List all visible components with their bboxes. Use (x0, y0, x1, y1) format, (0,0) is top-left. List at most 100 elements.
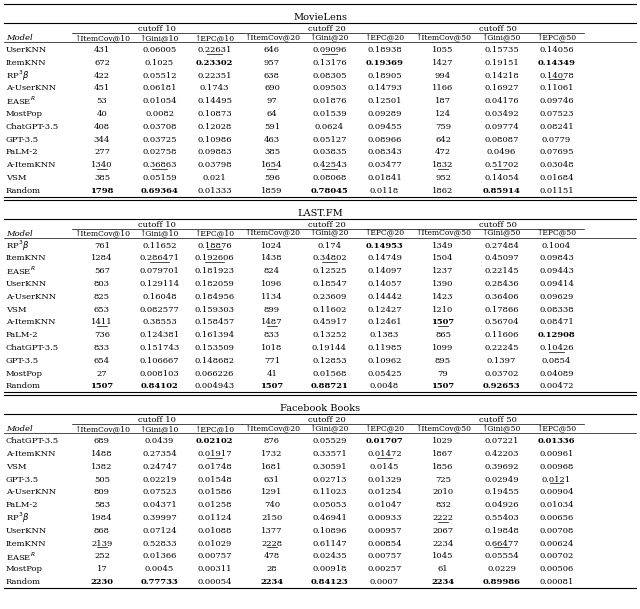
Text: 0.00961: 0.00961 (540, 450, 573, 458)
Text: 1166: 1166 (433, 85, 454, 93)
Text: 0.28436: 0.28436 (484, 280, 519, 288)
Text: 0.07695: 0.07695 (540, 149, 573, 157)
Text: cutoff 50: cutoff 50 (479, 220, 517, 228)
Text: 1018: 1018 (261, 344, 283, 352)
Text: 0.01366: 0.01366 (142, 552, 177, 560)
Text: 0.61147: 0.61147 (312, 540, 347, 547)
Text: ItemKNN: ItemKNN (6, 59, 47, 67)
Text: 0.05127: 0.05127 (312, 136, 347, 144)
Text: 0.12461: 0.12461 (367, 319, 402, 326)
Text: 0.23609: 0.23609 (312, 293, 347, 301)
Text: UserKNN: UserKNN (6, 46, 47, 54)
Text: 0.14054: 0.14054 (484, 174, 519, 182)
Text: 0.39997: 0.39997 (142, 514, 177, 522)
Text: 0.45097: 0.45097 (484, 255, 519, 262)
Text: ↑EPC@10: ↑EPC@10 (195, 230, 235, 238)
Text: 1377: 1377 (261, 527, 283, 535)
Text: 463: 463 (264, 136, 280, 144)
Text: 824: 824 (264, 267, 280, 275)
Text: 0.00472: 0.00472 (540, 382, 573, 390)
Text: 899: 899 (264, 306, 280, 314)
Text: MostPop: MostPop (6, 370, 43, 378)
Text: 0.66477: 0.66477 (484, 540, 519, 547)
Text: 638: 638 (264, 72, 280, 80)
Text: PaLM-2: PaLM-2 (6, 149, 38, 157)
Text: 0.02713: 0.02713 (312, 476, 347, 484)
Text: Random: Random (6, 187, 41, 195)
Text: 2067: 2067 (433, 527, 454, 535)
Text: 0.69364: 0.69364 (141, 187, 179, 195)
Text: 690: 690 (264, 85, 280, 93)
Text: 0.01151: 0.01151 (539, 187, 574, 195)
Text: 689: 689 (94, 437, 110, 445)
Text: 725: 725 (435, 476, 451, 484)
Text: 1654: 1654 (261, 161, 283, 169)
Text: 0.02102: 0.02102 (196, 437, 233, 445)
Text: 0.1743: 0.1743 (200, 85, 229, 93)
Text: 0.159303: 0.159303 (195, 306, 234, 314)
Text: 0.19455: 0.19455 (484, 488, 519, 496)
Text: 1867: 1867 (432, 450, 454, 458)
Text: ↑ItemCov@20: ↑ItemCov@20 (244, 425, 300, 433)
Text: LAST.FM: LAST.FM (297, 209, 343, 217)
Text: 0.56704: 0.56704 (484, 319, 519, 326)
Text: 0.14953: 0.14953 (365, 242, 403, 250)
Text: 0.00968: 0.00968 (540, 463, 573, 471)
Text: 0.01707: 0.01707 (365, 437, 403, 445)
Text: 0.77733: 0.77733 (141, 578, 179, 586)
Text: 0.129114: 0.129114 (140, 280, 180, 288)
Text: 0.04176: 0.04176 (484, 97, 519, 105)
Text: 17: 17 (97, 565, 108, 573)
Text: 1390: 1390 (432, 280, 454, 288)
Text: ↑EPC@50: ↑EPC@50 (536, 230, 577, 238)
Text: 0.55403: 0.55403 (484, 514, 519, 522)
Text: GPT-3.5: GPT-3.5 (6, 476, 39, 484)
Text: 0.0439: 0.0439 (145, 437, 174, 445)
Text: 0.148682: 0.148682 (195, 357, 234, 365)
Text: 0.22145: 0.22145 (484, 267, 519, 275)
Text: 0.39692: 0.39692 (484, 463, 519, 471)
Text: 408: 408 (94, 123, 110, 131)
Text: ↑EPC@20: ↑EPC@20 (364, 230, 404, 238)
Text: 431: 431 (94, 46, 110, 54)
Text: 0.36863: 0.36863 (142, 161, 177, 169)
Text: 0.06005: 0.06005 (142, 46, 177, 54)
Text: A-UserKNN: A-UserKNN (6, 488, 56, 496)
Text: 0.18547: 0.18547 (312, 280, 347, 288)
Text: RP$^3\beta$: RP$^3\beta$ (6, 68, 29, 83)
Text: 1291: 1291 (261, 488, 283, 496)
Text: 0.0007: 0.0007 (370, 578, 399, 586)
Text: ↑ItemCov@10: ↑ItemCov@10 (74, 425, 130, 433)
Text: 0.18905: 0.18905 (367, 72, 402, 80)
Text: 2234: 2234 (431, 578, 454, 586)
Text: ↑EPC@20: ↑EPC@20 (364, 425, 404, 433)
Text: cutoff 50: cutoff 50 (479, 416, 517, 424)
Text: 868: 868 (94, 527, 110, 535)
Text: 0.00054: 0.00054 (197, 578, 232, 586)
Text: 0.11061: 0.11061 (540, 85, 573, 93)
Text: 0.00918: 0.00918 (312, 565, 347, 573)
Text: UserKNN: UserKNN (6, 527, 47, 535)
Text: 1096: 1096 (261, 280, 283, 288)
Text: ↑Gini@10: ↑Gini@10 (140, 425, 179, 433)
Text: ↑ItemCov@10: ↑ItemCov@10 (74, 230, 130, 238)
Text: 0.08471: 0.08471 (539, 319, 574, 326)
Text: 97: 97 (267, 97, 277, 105)
Text: 2010: 2010 (433, 488, 454, 496)
Text: 252: 252 (94, 552, 110, 560)
Text: 0.09774: 0.09774 (484, 123, 519, 131)
Text: 0.03477: 0.03477 (367, 161, 402, 169)
Text: 28: 28 (267, 565, 277, 573)
Text: PaLM-2: PaLM-2 (6, 331, 38, 339)
Text: 0.05053: 0.05053 (312, 501, 347, 509)
Text: 0.14218: 0.14218 (484, 72, 519, 80)
Text: 1487: 1487 (261, 319, 283, 326)
Text: 0.09843: 0.09843 (539, 255, 574, 262)
Text: 2234: 2234 (260, 578, 284, 586)
Text: 0.10986: 0.10986 (197, 136, 232, 144)
Text: 0.184956: 0.184956 (195, 293, 235, 301)
Text: 736: 736 (94, 331, 110, 339)
Text: 0.27484: 0.27484 (484, 242, 519, 250)
Text: 64: 64 (267, 110, 277, 118)
Text: ↑Gini@50: ↑Gini@50 (482, 425, 521, 433)
